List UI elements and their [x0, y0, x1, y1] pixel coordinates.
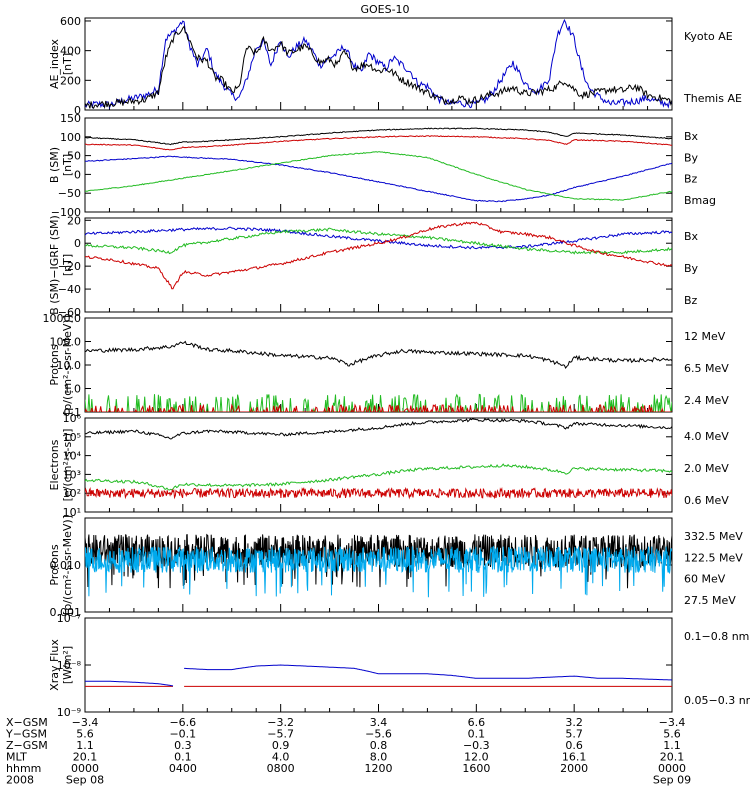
series-line [85, 547, 672, 598]
y-tick-label: 10⁶ [63, 412, 82, 425]
series-line [85, 227, 672, 249]
legend-entry: 12 MeV [684, 330, 726, 343]
y-axis-label: Protons [48, 344, 61, 385]
legend-entry: Bmag [684, 194, 716, 207]
legend-entry: Bx [684, 230, 699, 243]
y-axis-label: B (SM)−IGRF (SM) [48, 215, 61, 315]
y-tick-label: 600 [60, 15, 81, 28]
y-axis-label: [W/m²] [61, 646, 74, 684]
series-layer [85, 20, 672, 108]
y-axis-label: B (SM) [48, 147, 61, 183]
series-line [85, 156, 672, 202]
y-axis-label: Protons [48, 544, 61, 585]
y-tick-label: 0 [74, 237, 81, 250]
legend-entry: By [684, 151, 699, 164]
series-line [85, 20, 672, 108]
series-line [85, 222, 672, 289]
legend-entry: 2.0 MeV [684, 462, 729, 475]
y-tick-label: 0 [74, 168, 81, 181]
footer-value: Sep 09 [653, 774, 691, 787]
y-axis-label: [nT] [61, 154, 74, 176]
footer-value: 0800 [267, 762, 295, 775]
panel-frame [85, 218, 672, 312]
y-tick-label: 200 [60, 74, 81, 87]
legend-entry: 4.0 MeV [684, 430, 729, 443]
series-layer [85, 128, 672, 202]
legend-entry: 2.4 MeV [684, 394, 729, 407]
y-tick-label: 20 [67, 214, 81, 227]
legend-entry: 6.5 MeV [684, 362, 729, 375]
legend-entry: 0.6 MeV [684, 494, 729, 507]
y-axis-label: AE_index [48, 38, 61, 89]
y-axis-label: [p/(cm²-s-sr-MeV)] [61, 515, 74, 615]
series-line [85, 489, 672, 498]
y-tick-label: 10⁻⁷ [57, 612, 81, 625]
legend-entry: 27.5 MeV [684, 594, 736, 607]
legend-entry: 122.5 MeV [684, 551, 743, 564]
legend-entry: 332.5 MeV [684, 530, 743, 543]
series-layer [85, 419, 672, 498]
panel-frame [85, 618, 672, 712]
legend-entry: Bx [684, 130, 699, 143]
y-axis-label: Electrons [48, 439, 61, 490]
panel-frame [85, 118, 672, 212]
series-layer [85, 342, 672, 413]
series-line [85, 665, 672, 686]
legend-entry: By [684, 262, 699, 275]
footer-value: 2000 [560, 762, 588, 775]
series-line [85, 26, 672, 108]
footer-row-label: 2008 [6, 774, 34, 787]
y-axis-label: [e/(cm²-s-sr)] [61, 429, 74, 502]
y-tick-label: −50 [58, 187, 81, 200]
footer-value: 0400 [169, 762, 197, 775]
y-tick-label: 100 [60, 131, 81, 144]
y-tick-label: 150 [60, 112, 81, 125]
legend-entry: 0.05−0.3 nm [684, 694, 750, 707]
series-layer [85, 534, 672, 597]
y-axis-label: [p/(cm²-s-sr-MeV)] [61, 315, 74, 415]
legend-entry: Bz [684, 173, 698, 186]
legend-entry: Themis AE [683, 92, 742, 105]
footer-value: Sep 08 [66, 774, 104, 787]
panel-frame [85, 318, 672, 412]
panel-electrons: 10¹10²10³10⁴10⁵10⁶Electrons[e/(cm²-s-sr)… [48, 412, 729, 519]
y-tick-label: −40 [58, 283, 81, 296]
panel-frame [85, 418, 672, 512]
series-line [85, 342, 672, 369]
legend-entry: Kyoto AE [684, 30, 733, 43]
series-layer [85, 222, 672, 289]
footer-value: 1600 [462, 762, 490, 775]
series-line [85, 152, 672, 201]
series-layer [85, 665, 672, 686]
legend-entry: Bz [684, 294, 698, 307]
series-line [85, 136, 672, 150]
chart-title: GOES-10 [360, 3, 409, 16]
legend-entry: 60 MeV [684, 573, 726, 586]
y-axis-label: Xray Flux [48, 639, 61, 691]
footer-value: 1200 [365, 762, 393, 775]
series-line [85, 464, 672, 490]
series-line [85, 419, 672, 439]
y-axis-label: [nT] [61, 254, 74, 276]
legend-entry: 0.1−0.8 nm [684, 630, 749, 643]
y-axis-label: [nT] [61, 53, 74, 75]
